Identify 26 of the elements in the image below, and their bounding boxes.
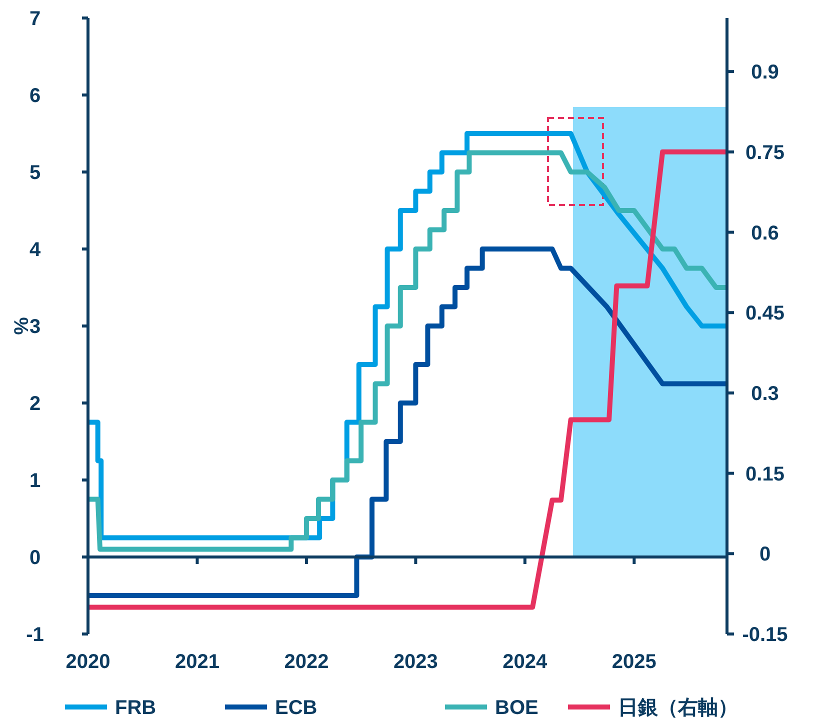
- x-tick-label: 2020: [66, 651, 110, 673]
- y-tick-label: 1: [29, 470, 41, 492]
- y-tick-label: -1: [26, 624, 44, 646]
- y2-tick-label: 0: [759, 544, 771, 566]
- legend-label: ECB: [275, 697, 318, 719]
- y2-tick-label: 0.45: [746, 302, 784, 325]
- y-tick-label: 5: [29, 162, 41, 184]
- legend-label: BOE: [495, 697, 538, 719]
- y2-tick-label: 0.75: [746, 142, 784, 164]
- x-tick-label: 2025: [612, 651, 656, 673]
- x-tick-label: 2024: [502, 651, 548, 673]
- x-tick-label: 2021: [174, 651, 220, 673]
- legend-label: 日銀（右軸）: [618, 697, 738, 719]
- y-tick-label: 7: [29, 8, 41, 30]
- y-tick-label: 4: [29, 239, 42, 261]
- y2-tick-label: 0.15: [746, 463, 784, 486]
- y-tick-label: 0: [29, 547, 41, 569]
- y-tick-label: 2: [29, 393, 41, 415]
- x-tick-label: 2023: [393, 651, 438, 673]
- x-tick-label: 2022: [284, 651, 329, 673]
- y-tick-label: 6: [29, 85, 41, 107]
- y2-tick-label: 0.3: [751, 382, 779, 405]
- y2-tick-label: -0.15: [742, 624, 788, 646]
- legend-label: FRB: [115, 697, 156, 719]
- y2-tick-label: 0.9: [751, 62, 779, 84]
- y2-tick-label: 0.6: [751, 222, 779, 244]
